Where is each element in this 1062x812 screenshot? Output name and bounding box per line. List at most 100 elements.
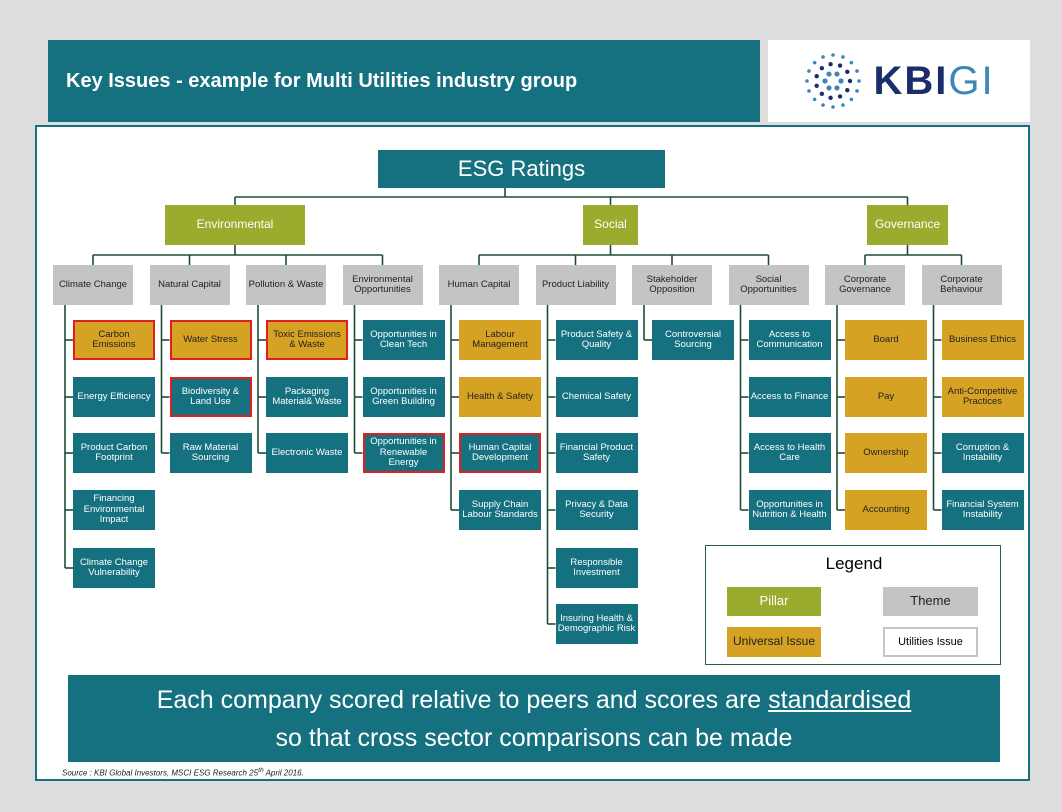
- logo-dots: [805, 53, 862, 109]
- logo-dot: [845, 87, 850, 93]
- issue-node: Pay: [845, 377, 927, 417]
- logo-dot: [814, 83, 820, 88]
- issue-node: Product Safety & Quality: [555, 320, 638, 360]
- theme-node: Product Liability: [535, 265, 616, 305]
- logo-dot: [841, 103, 846, 107]
- logo-light: GI: [948, 58, 995, 103]
- issue-node: Access to Finance: [748, 377, 831, 417]
- issue-node: Water Stress: [169, 320, 252, 360]
- issue-node: Carbon Emissions: [73, 320, 155, 360]
- issue-node: Financial Product Safety: [555, 433, 638, 473]
- logo-dot: [828, 95, 834, 101]
- issue-node: Financing Environmental Impact: [73, 490, 155, 530]
- header: Key Issues - example for Multi Utilities…: [48, 40, 760, 122]
- theme-node: Natural Capital: [149, 265, 230, 305]
- issue-node: Corruption & Instability: [941, 433, 1024, 473]
- theme-node: Human Capital: [439, 265, 519, 305]
- logo-dot: [828, 61, 834, 67]
- legend-title: Legend: [825, 554, 883, 573]
- banner-text: so that cross sector comparisons can be …: [275, 724, 793, 752]
- theme-node: Corporate Behaviour: [921, 265, 1002, 305]
- logo-dot: [841, 55, 846, 59]
- pillar-node: Social: [583, 205, 638, 245]
- logo-dot: [831, 53, 836, 57]
- issue-node: Packaging Material& Waste: [266, 377, 348, 417]
- logo-text: KBIGI: [873, 59, 994, 104]
- theme-node: Corporate Governance: [825, 265, 905, 305]
- legend-utilities: Utilities Issue: [883, 627, 978, 657]
- issue-node: Climate Change Vulnerability: [73, 548, 155, 588]
- header-title: Key Issues - example for Multi Utilities…: [66, 69, 578, 92]
- logo-dot: [807, 69, 812, 73]
- logo-dot: [813, 60, 817, 65]
- logo-dot: [820, 65, 825, 71]
- logo-dot: [855, 89, 860, 93]
- logo-dot: [855, 69, 860, 73]
- issue-node: Access to Communication: [748, 320, 831, 360]
- issue-node: Insuring Health & Demographic Risk: [555, 604, 638, 644]
- issue-node: Raw Material Sourcing: [169, 433, 252, 473]
- source-sup: th: [258, 767, 264, 774]
- theme-node: Climate Change: [53, 265, 133, 305]
- legend-theme: Theme: [883, 587, 978, 616]
- logo-dot: [821, 55, 826, 59]
- logo: KBIGI: [768, 40, 1030, 122]
- issue-node: Access to Health Care: [748, 433, 831, 473]
- logo-dot: [850, 97, 854, 102]
- logo-dot: [813, 97, 817, 102]
- logo-dot: [805, 79, 810, 83]
- logo-dot: [822, 78, 829, 84]
- issue-node: Anti-Competitive Practices: [941, 377, 1024, 417]
- logo-dot: [850, 60, 854, 65]
- issue-node: Controversial Sourcing: [652, 320, 734, 360]
- issue-node: Privacy & Data Security: [555, 490, 638, 530]
- root-node: ESG Ratings: [378, 150, 665, 188]
- logo-dot: [826, 71, 833, 77]
- issue-node: Supply Chain Labour Standards: [459, 490, 541, 530]
- logo-dot: [831, 105, 836, 109]
- logo-dot: [838, 63, 843, 68]
- logo-dot: [834, 85, 841, 91]
- issue-node: Energy Efficiency: [73, 377, 155, 417]
- logo-dot: [834, 71, 841, 77]
- theme-node: Stakeholder Opposition: [632, 265, 712, 305]
- issue-node: Labour Management: [459, 320, 541, 360]
- issue-node: Opportunities in Clean Tech: [362, 320, 445, 360]
- logo-dot: [820, 91, 825, 97]
- legend-universal: Universal Issue: [727, 627, 821, 657]
- logo-dot: [845, 69, 850, 75]
- legend-pillar: Pillar: [727, 587, 821, 616]
- pillar-node: Environmental: [165, 205, 305, 245]
- issue-node: Opportunities in Green Building: [362, 377, 445, 417]
- issue-node: Toxic Emissions & Waste: [266, 320, 348, 360]
- issue-node: Electronic Waste: [266, 433, 348, 473]
- issue-node: Opportunities in Renewable Energy: [362, 433, 445, 473]
- theme-node: Pollution & Waste: [246, 265, 326, 305]
- issue-node: Board: [845, 320, 927, 360]
- issue-node: Financial System Instability: [941, 490, 1024, 530]
- logo-dot: [838, 78, 845, 84]
- legend: Legend Pillar Theme Universal Issue Util…: [705, 545, 1001, 665]
- theme-node: Social Opportunities: [728, 265, 809, 305]
- logo-dot: [838, 94, 843, 99]
- logo-bold: KBI: [873, 58, 949, 103]
- banner-underlined: standardised: [768, 686, 912, 714]
- source: Source : KBI Global Investors, MSCI ESG …: [62, 767, 304, 778]
- logo-dot: [857, 79, 862, 83]
- logo-dot: [826, 85, 833, 91]
- pillar-node: Governance: [867, 205, 948, 245]
- issue-node: Health & Safety: [459, 377, 541, 417]
- issue-node: Opportunities in Nutrition & Health: [748, 490, 831, 530]
- logo-dot: [848, 78, 853, 84]
- issue-node: Business Ethics: [941, 320, 1024, 360]
- logo-dot: [807, 89, 812, 93]
- issue-node: Product Carbon Footprint: [73, 433, 155, 473]
- source-text: April 2016.: [263, 768, 304, 778]
- issue-node: Human Capital Development: [459, 433, 541, 473]
- issue-node: Accounting: [845, 490, 927, 530]
- issue-node: Chemical Safety: [555, 377, 638, 417]
- issue-node: Ownership: [845, 433, 927, 473]
- banner-text: Each company scored relative to peers an…: [156, 686, 769, 714]
